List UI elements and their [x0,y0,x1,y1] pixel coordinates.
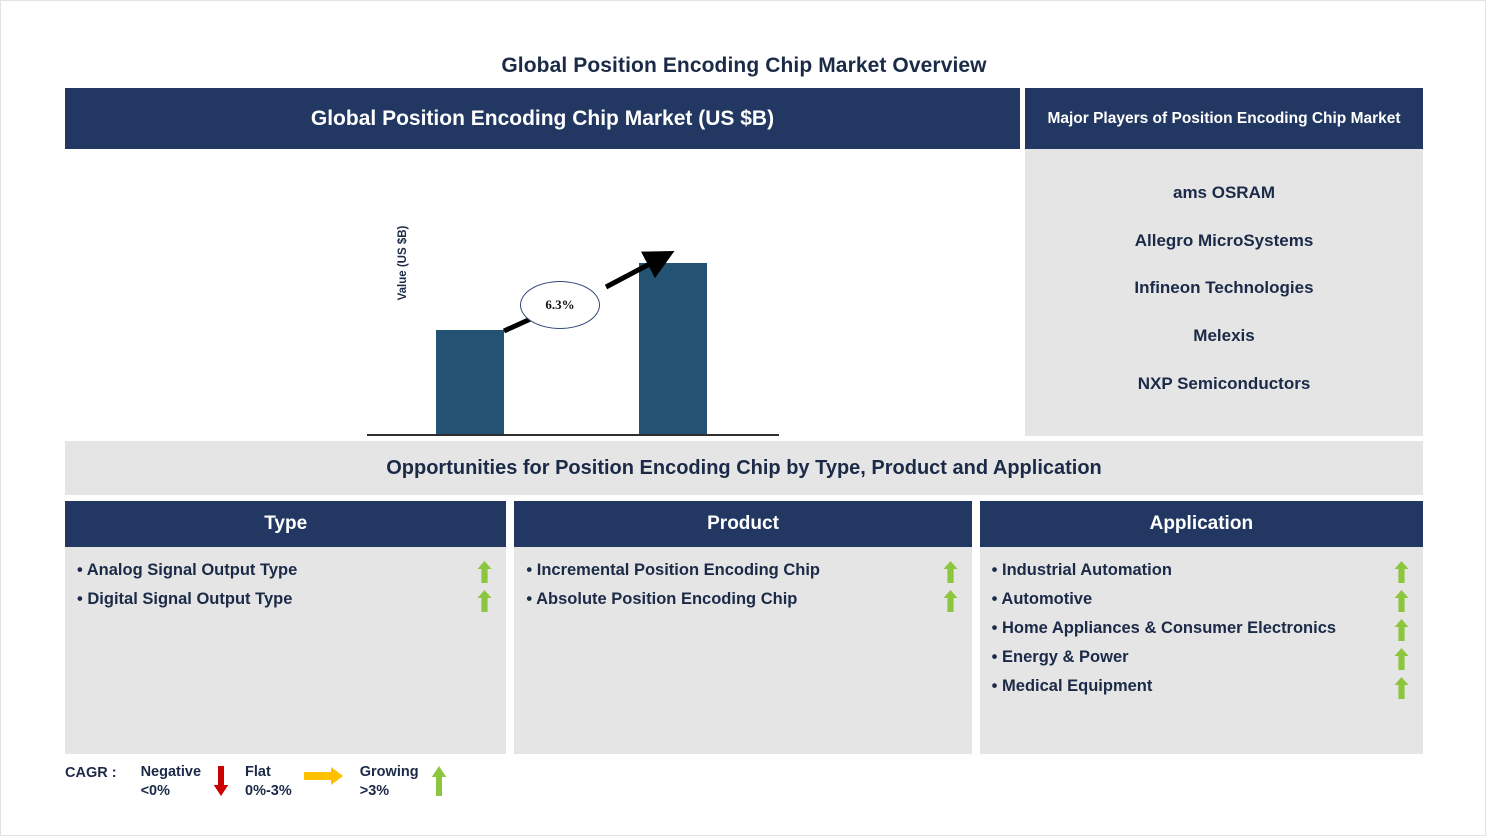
arrow-up-green-icon [431,763,447,796]
opportunity-label: • Incremental Position Encoding Chip [526,561,821,579]
cagr-legend-entry-negative: Negative <0% [141,763,239,801]
cagr-legend-flat-texts: Flat 0%-3% [245,763,292,801]
trend-arrow-up-green-icon [1394,675,1409,699]
chart-body: Value (US $B) 2026 2035 6.3% [65,149,1020,490]
bar-2026 [436,330,504,434]
arrow-down-red-icon [213,763,229,796]
column-body-type: • Analog Signal Output Type • Digital Si… [65,547,506,754]
list-item: ams OSRAM [1172,182,1276,202]
chart-panel-header: Global Position Encoding Chip Market (US… [65,88,1020,149]
opportunity-label: • Home Appliances & Consumer Electronics [991,619,1337,637]
arrow-right-amber-icon [303,763,344,786]
cagr-growth-arrow-icon [502,250,675,334]
trend-arrow-up-green-icon [1394,588,1409,612]
trend-arrow-up-green-icon [477,559,492,583]
page-title: Global Position Encoding Chip Market Ove… [501,54,987,77]
list-item: • Medical Equipment [992,675,1409,699]
list-item: • Home Appliances & Consumer Electronics [992,617,1409,641]
cagr-legend-entry-flat: Flat 0%-3% [245,763,354,801]
major-players-panel: Major Players of Position Encoding Chip … [1025,88,1423,436]
list-item: • Industrial Automation [992,559,1409,583]
opportunity-column-product: Product • Incremental Position Encoding … [514,501,972,754]
opportunity-column-type: Type • Analog Signal Output Type • Digit… [65,501,507,754]
opportunity-label: • Automotive [991,590,1093,608]
trend-arrow-up-green-icon [943,559,958,583]
list-item: Melexis [1193,326,1255,346]
trend-arrow-up-green-icon [1394,646,1409,670]
trend-arrow-up-green-icon [477,588,492,612]
list-item: • Energy & Power [992,646,1409,670]
cagr-value-bubble: 6.3% [520,281,600,329]
list-item: • Analog Signal Output Type [77,559,492,583]
column-header-product: Product [514,501,972,547]
cagr-legend-label: CAGR : [65,765,117,781]
opportunities-columns: Type • Analog Signal Output Type • Digit… [65,501,1424,754]
list-item: • Digital Signal Output Type [77,588,492,612]
opportunity-label: • Energy & Power [991,648,1129,666]
cagr-legend-entry-growing: Growing >3% [360,763,457,801]
cagr-legend-growing-texts: Growing >3% [360,763,419,801]
cagr-legend-negative-texts: Negative <0% [141,763,201,801]
opportunity-column-application: Application • Industrial Automation • Au… [979,501,1424,754]
trend-arrow-up-green-icon [1394,617,1409,641]
list-item: Infineon Technologies [1134,278,1314,298]
cagr-legend-flat-range: 0%-3% [245,783,292,800]
major-players-list: ams OSRAM Allegro MicroSystems Infineon … [1025,149,1423,436]
cagr-legend-growing-name: Growing [359,764,419,780]
opportunities-banner: Opportunities for Position Encoding Chip… [65,441,1423,495]
cagr-legend-flat-name: Flat [245,764,271,780]
opportunity-label: • Digital Signal Output Type [77,590,293,608]
cagr-legend: CAGR : Negative <0% Flat 0%-3% Growing >… [65,763,463,801]
cagr-legend-negative-range: <0% [140,783,170,800]
column-header-type: Type [65,501,507,547]
trend-arrow-up-green-icon [1394,559,1409,583]
trend-arrow-up-green-icon [943,588,958,612]
column-body-application: • Industrial Automation • Automotive • H… [980,547,1423,754]
bar-2035 [639,263,707,434]
chart-plot-area: 2026 2035 6.3% [65,149,1020,458]
cagr-legend-growing-range: >3% [359,783,390,800]
list-item: • Automotive [992,588,1409,612]
chart-x-axis-line [367,434,779,436]
cagr-legend-negative-name: Negative [140,764,202,780]
list-item: NXP Semiconductors [1137,374,1311,394]
opportunity-label: • Industrial Automation [991,561,1172,579]
opportunity-label: • Medical Equipment [991,677,1153,695]
list-item: • Absolute Position Encoding Chip [526,588,958,612]
opportunity-label: • Analog Signal Output Type [77,561,298,579]
column-header-application: Application [979,501,1424,547]
market-chart-panel: Global Position Encoding Chip Market (US… [65,88,1020,490]
opportunity-label: • Absolute Position Encoding Chip [526,590,798,608]
major-players-header: Major Players of Position Encoding Chip … [1025,88,1423,149]
list-item: • Incremental Position Encoding Chip [526,559,958,583]
list-item: Allegro MicroSystems [1134,230,1314,250]
column-body-product: • Incremental Position Encoding Chip • A… [514,547,971,754]
